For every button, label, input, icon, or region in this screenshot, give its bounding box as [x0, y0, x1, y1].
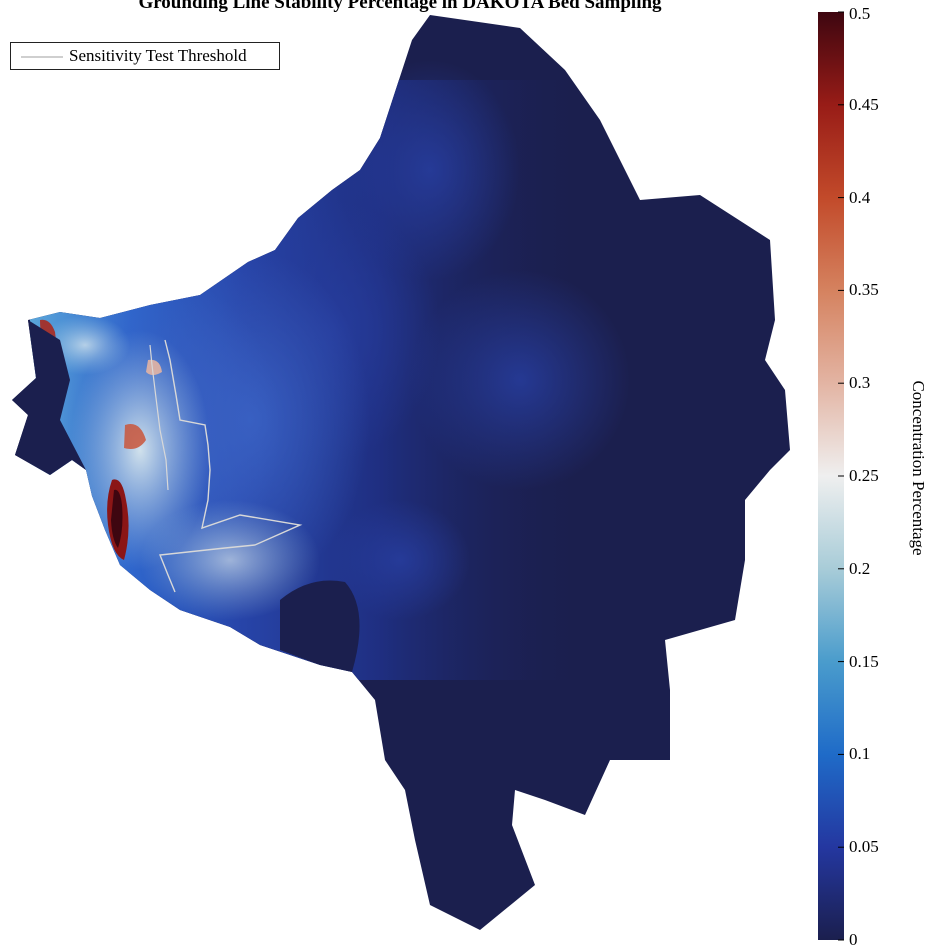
chart-title: Grounding Line Stability Percentage in D… — [138, 0, 662, 13]
legend-entry-label: Sensitivity Test Threshold — [69, 46, 247, 65]
colorbar-tick-label: 0.4 — [849, 188, 871, 207]
colorbar-tick-label: 0.45 — [849, 95, 879, 114]
concentration-field — [30, 60, 630, 680]
colorbar-label: Concentration Percentage — [909, 380, 928, 556]
colorbar-tick-label: 0.35 — [849, 280, 879, 299]
colorbar-ticks — [838, 11, 844, 941]
threshold-contour — [159, 339, 303, 593]
colorbar-tick-label: 0.05 — [849, 837, 879, 856]
legend-box: Sensitivity Test Threshold — [10, 42, 280, 70]
threshold-contour-segment — [149, 344, 169, 491]
colorbar-tick-label: 0 — [849, 930, 858, 949]
legend-line-swatch — [21, 56, 63, 58]
colorbar-tick-label: 0.2 — [849, 559, 871, 578]
colorbar-tick-label: 0.25 — [849, 466, 879, 485]
colorbar-tick-label: 0.3 — [849, 373, 871, 392]
ocean-inlet — [12, 320, 86, 475]
colorbar-tick-label: 0.5 — [849, 4, 871, 23]
colorbar-tick-label: 0.1 — [849, 744, 871, 763]
colorbar-tick-label: 0.15 — [849, 652, 879, 671]
